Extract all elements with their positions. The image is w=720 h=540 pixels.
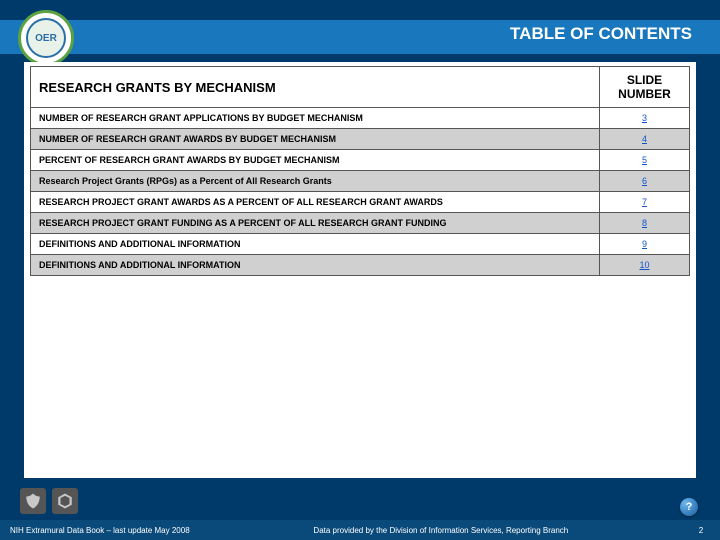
oer-logo: OER <box>18 10 74 66</box>
slide-link[interactable]: 6 <box>600 171 690 192</box>
content-area: RESEARCH GRANTS BY MECHANISM SLIDE NUMBE… <box>24 62 696 478</box>
row-description: NUMBER OF RESEARCH GRANT APPLICATIONS BY… <box>31 108 600 129</box>
toc-table-wrap: RESEARCH GRANTS BY MECHANISM SLIDE NUMBE… <box>30 66 690 276</box>
table-row: NUMBER OF RESEARCH GRANT AWARDS BY BUDGE… <box>31 129 690 150</box>
row-description: NUMBER OF RESEARCH GRANT AWARDS BY BUDGE… <box>31 129 600 150</box>
slide-link[interactable]: 4 <box>600 129 690 150</box>
footer-left-text: NIH Extramural Data Book – last update M… <box>10 526 190 535</box>
toc-table: RESEARCH GRANTS BY MECHANISM SLIDE NUMBE… <box>30 66 690 276</box>
row-description: DEFINITIONS AND ADDITIONAL INFORMATION <box>31 255 600 276</box>
help-icon[interactable]: ? <box>680 498 698 516</box>
row-description: PERCENT OF RESEARCH GRANT AWARDS BY BUDG… <box>31 150 600 171</box>
row-description: RESEARCH PROJECT GRANT AWARDS AS A PERCE… <box>31 192 600 213</box>
table-row: NUMBER OF RESEARCH GRANT APPLICATIONS BY… <box>31 108 690 129</box>
page-number: 2 <box>692 526 710 535</box>
slide-link[interactable]: 8 <box>600 213 690 234</box>
slide-link[interactable]: 10 <box>600 255 690 276</box>
footer-right-text: Data provided by the Division of Informa… <box>313 526 568 535</box>
page-title: TABLE OF CONTENTS <box>510 24 692 44</box>
nih-logo-icon <box>52 488 78 514</box>
slide-number-header: SLIDE NUMBER <box>600 67 690 108</box>
row-description: Research Project Grants (RPGs) as a Perc… <box>31 171 600 192</box>
footer-bar: NIH Extramural Data Book – last update M… <box>0 520 720 540</box>
table-row: DEFINITIONS AND ADDITIONAL INFORMATION9 <box>31 234 690 255</box>
table-row: Research Project Grants (RPGs) as a Perc… <box>31 171 690 192</box>
slide-link[interactable]: 3 <box>600 108 690 129</box>
slide-link[interactable]: 7 <box>600 192 690 213</box>
footer-logos <box>20 488 78 514</box>
slide-link[interactable]: 9 <box>600 234 690 255</box>
oer-logo-text: OER <box>26 18 66 58</box>
hhs-logo-icon <box>20 488 46 514</box>
row-description: RESEARCH PROJECT GRANT FUNDING AS A PERC… <box>31 213 600 234</box>
table-row: RESEARCH PROJECT GRANT AWARDS AS A PERCE… <box>31 192 690 213</box>
row-description: DEFINITIONS AND ADDITIONAL INFORMATION <box>31 234 600 255</box>
table-row: DEFINITIONS AND ADDITIONAL INFORMATION10 <box>31 255 690 276</box>
table-row: PERCENT OF RESEARCH GRANT AWARDS BY BUDG… <box>31 150 690 171</box>
slide-link[interactable]: 5 <box>600 150 690 171</box>
section-header: RESEARCH GRANTS BY MECHANISM <box>31 67 600 108</box>
table-row: RESEARCH PROJECT GRANT FUNDING AS A PERC… <box>31 213 690 234</box>
